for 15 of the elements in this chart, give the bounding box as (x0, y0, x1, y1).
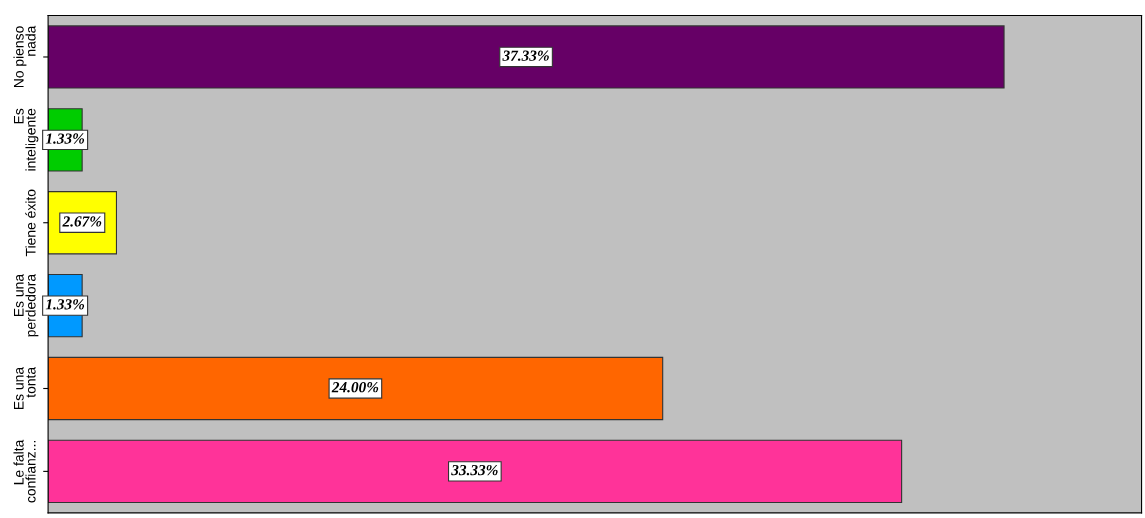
y-tick-label: Tiene éxito (25, 189, 36, 257)
y-tick-label: Le falta confianz... (13, 439, 36, 503)
data-label: 33.33% (451, 464, 498, 476)
bar (48, 439, 903, 504)
y-tick-label: Es inteligente (13, 108, 39, 171)
y-tick-label: No pienso nada (13, 25, 36, 88)
y-tick-label: Es una perdedora (13, 273, 39, 337)
y-tick-label: Es una tonta (13, 366, 36, 409)
data-label: 37.33% (502, 50, 549, 61)
data-label: 24.00% (331, 382, 379, 393)
data-label: 1.33% (45, 133, 85, 144)
bar (48, 356, 664, 421)
bar (48, 25, 1005, 89)
data-label: 2.67% (62, 216, 102, 227)
data-label: 1.33% (45, 299, 85, 310)
